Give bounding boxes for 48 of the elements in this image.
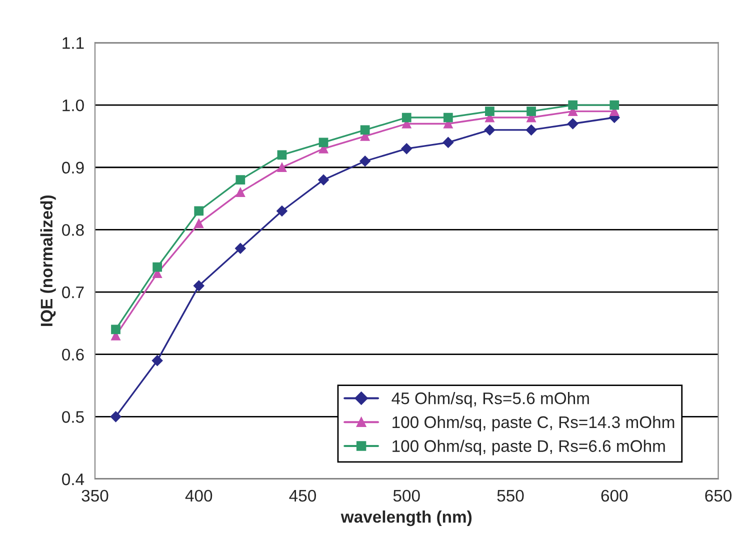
legend-label: 100 Ohm/sq, paste D, Rs=6.6 mOhm	[392, 440, 665, 456]
legend-label: 45 Ohm/sq, Rs=5.6 mOhm	[392, 392, 589, 408]
point	[111, 324, 120, 334]
point	[402, 112, 412, 122]
x-tick-label: 450	[289, 490, 316, 502]
y-axis-title: IQE (normalized)	[40, 195, 56, 326]
point	[484, 124, 496, 136]
point	[277, 150, 287, 160]
point	[443, 112, 453, 122]
point	[194, 206, 204, 216]
point	[360, 125, 370, 135]
x-axis-title: wavelength (nm)	[340, 510, 472, 526]
point	[442, 137, 454, 148]
x-tick-label: 400	[185, 490, 212, 502]
point	[401, 143, 412, 154]
point	[234, 242, 246, 254]
x-tick-label: 650	[705, 490, 732, 502]
x-tick-label: 500	[393, 490, 420, 502]
point	[236, 188, 246, 197]
y-tick-label: 1.1	[62, 37, 84, 49]
point	[194, 218, 204, 228]
point	[526, 124, 537, 136]
point	[360, 156, 370, 167]
point	[485, 106, 494, 116]
point	[193, 280, 204, 292]
point	[526, 106, 536, 116]
point	[568, 100, 578, 110]
point	[318, 174, 329, 186]
point	[152, 262, 162, 272]
point	[276, 206, 288, 216]
point	[110, 411, 122, 422]
point	[236, 175, 246, 185]
y-tick-label: 0.5	[62, 411, 84, 423]
point	[277, 162, 287, 172]
point	[567, 118, 578, 130]
y-tick-label: 1.0	[62, 99, 84, 112]
point	[318, 138, 328, 148]
y-tick-label: 0.6	[62, 348, 84, 361]
point	[610, 100, 620, 110]
y-tick-label: 0.9	[62, 162, 84, 174]
y-tick-label: 0.8	[62, 224, 84, 236]
x-tick-label: 550	[497, 490, 524, 502]
y-tick-label: 0.7	[62, 286, 84, 298]
y-tick-label: 0.4	[62, 473, 84, 486]
x-tick-label: 600	[601, 490, 628, 502]
x-tick-label: 350	[82, 490, 108, 502]
point	[152, 355, 163, 366]
legend-label: 100 Ohm/sq, paste C, Rs=14.3 mOhm	[392, 416, 674, 432]
